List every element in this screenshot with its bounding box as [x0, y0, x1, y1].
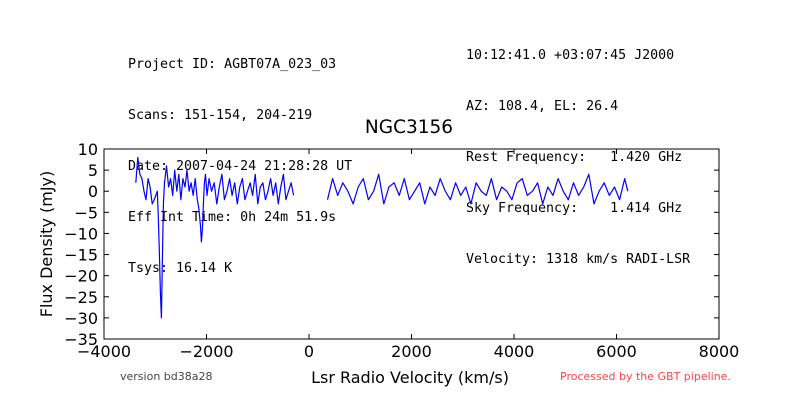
y-tick-label: −35 — [64, 330, 98, 349]
sky-frequency-line: Sky Frequency: 1.414 GHz — [466, 201, 683, 216]
plot-area — [103, 148, 720, 340]
spectrum-series-1 — [135, 156, 295, 319]
spectrum-series-2 — [326, 173, 629, 205]
header-left-block: Project ID: AGBT07A_023_03 Scans: 151-15… — [128, 22, 352, 294]
y-tick-label: −20 — [64, 267, 98, 286]
x-tick-label: −4000 — [77, 342, 131, 361]
az-el-line: AZ: 108.4, EL: 26.4 — [466, 99, 619, 114]
date-line: Date: 2007-04-24 21:28:28 UT — [128, 159, 353, 174]
y-axis-label: Flux Density (mJy) — [37, 171, 56, 318]
y-tick-label: 10 — [78, 140, 98, 159]
chart-title: NGC3156 — [365, 117, 453, 138]
x-tick-label: 6000 — [596, 342, 637, 361]
version-label: version bd38a28 — [120, 370, 213, 383]
int-time-line: Eff Int Time: 0h 24m 51.9s — [128, 210, 337, 225]
plot-frame — [103, 148, 720, 340]
y-tick-label: −5 — [74, 203, 98, 222]
x-tick-label: 0 — [304, 342, 314, 361]
tsys-line: Tsys: 16.14 K — [128, 261, 233, 276]
y-axis: 10 5 0 −5 −10 −15 −20 −25 −30 −35 — [64, 140, 719, 349]
rest-frequency-line: Rest Frequency: 1.420 GHz — [466, 150, 683, 165]
x-tick-label: 2000 — [391, 342, 432, 361]
pipeline-label: Processed by the GBT pipeline. — [560, 370, 731, 383]
coords-line: 10:12:41.0 +03:07:45 J2000 — [466, 48, 675, 63]
y-tick-label: −15 — [64, 246, 98, 265]
x-tick-label: 8000 — [699, 342, 740, 361]
y-tick-label: −25 — [64, 288, 98, 307]
x-axis-label: Lsr Radio Velocity (km/s) — [311, 368, 509, 387]
x-tick-label: 4000 — [494, 342, 535, 361]
y-tick-label: 5 — [88, 161, 98, 180]
y-tick-label: 0 — [88, 182, 98, 201]
header-right-block: 10:12:41.0 +03:07:45 J2000 AZ: 108.4, EL… — [466, 13, 690, 285]
y-tick-label: −30 — [64, 309, 98, 328]
project-id-line: Project ID: AGBT07A_023_03 — [128, 57, 337, 72]
scans-line: Scans: 151-154, 204-219 — [128, 108, 313, 123]
x-tick-label: −2000 — [179, 342, 233, 361]
velocity-line: Velocity: 1318 km/s RADI-LSR — [466, 252, 691, 267]
x-axis: −4000 −2000 0 2000 4000 6000 8000 — [77, 149, 739, 361]
y-tick-label: −10 — [64, 224, 98, 243]
